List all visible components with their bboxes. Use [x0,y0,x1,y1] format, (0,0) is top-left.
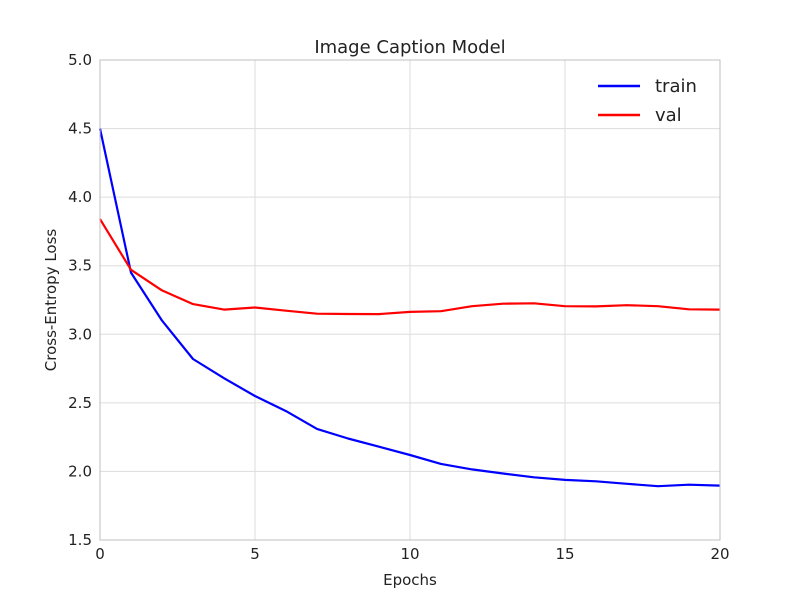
y-tick-label: 4.0 [68,188,92,206]
x-tick-label: 15 [555,545,574,563]
y-tick-label: 3.5 [68,257,92,275]
y-tick-label: 5.0 [68,51,92,69]
y-axis-label: Cross-Entropy Loss [42,229,60,372]
legend-label-val: val [655,105,682,126]
legend-label-train: train [655,76,697,97]
chart-title: Image Caption Model [314,37,505,58]
grid [99,59,721,541]
plot-frame [99,59,721,541]
series-lines [98,128,721,488]
y-tick-label: 2.5 [68,394,92,412]
y-axis-ticks: 1.5 2.0 2.5 3.0 3.5 4.0 4.5 5.0 [68,51,92,549]
x-tick-label: 5 [250,545,260,563]
x-axis-label: Epochs [383,571,437,589]
series-line-val [99,218,721,316]
y-tick-label: 3.0 [68,325,92,343]
x-axis-ticks: 0 5 10 15 20 [95,545,729,563]
x-tick-label: 20 [710,545,729,563]
series-line-train [98,128,721,488]
y-tick-label: 2.0 [68,462,92,480]
x-tick-label: 10 [400,545,419,563]
legend: train val [598,76,697,126]
y-tick-label: 4.5 [68,120,92,138]
x-tick-label: 0 [95,545,105,563]
y-tick-label: 1.5 [68,531,92,549]
